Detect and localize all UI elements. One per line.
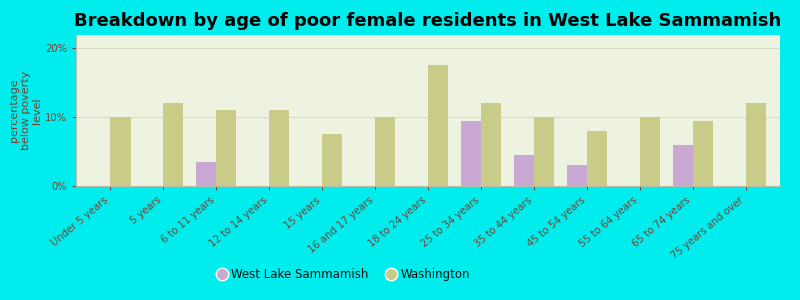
Bar — [640, 117, 660, 186]
Bar — [322, 134, 342, 186]
Bar — [110, 117, 130, 186]
Bar — [673, 145, 693, 186]
Bar — [566, 165, 586, 186]
Bar — [216, 110, 236, 186]
Bar — [514, 155, 534, 186]
Bar — [428, 65, 448, 186]
Bar — [163, 103, 183, 186]
Bar — [375, 117, 395, 186]
Title: Breakdown by age of poor female residents in West Lake Sammamish: Breakdown by age of poor female resident… — [74, 12, 782, 30]
Legend: West Lake Sammamish, Washington: West Lake Sammamish, Washington — [212, 264, 474, 286]
Bar — [196, 162, 216, 186]
Bar — [534, 117, 554, 186]
Bar — [586, 131, 607, 186]
Bar — [746, 103, 766, 186]
Bar — [481, 103, 501, 186]
Bar — [461, 121, 481, 186]
Bar — [270, 110, 290, 186]
Bar — [693, 121, 713, 186]
Y-axis label: percentage
below poverty
level: percentage below poverty level — [9, 70, 42, 150]
